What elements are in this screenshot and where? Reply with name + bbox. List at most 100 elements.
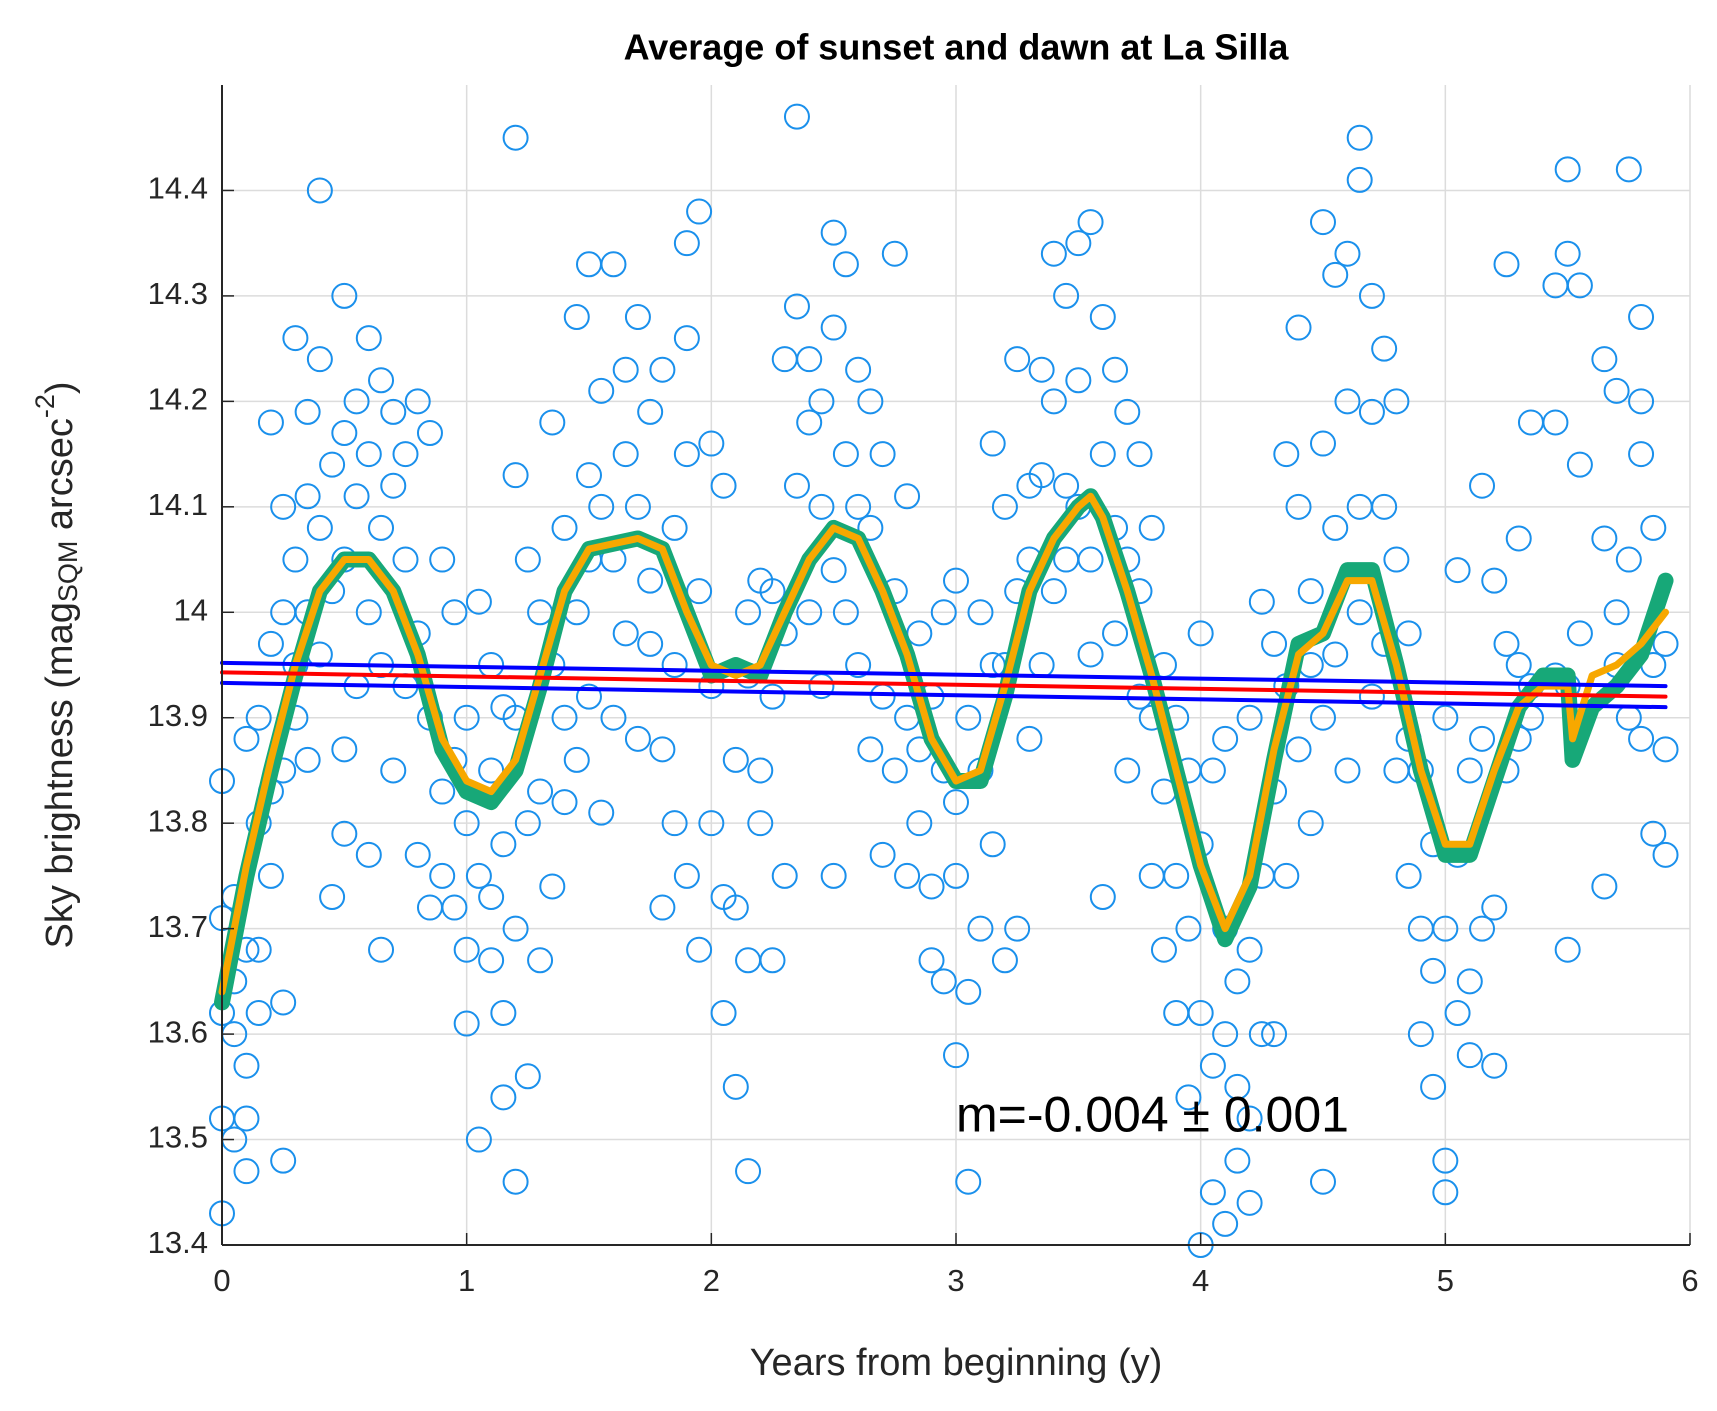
data-point — [576, 683, 602, 710]
y-label-subscript: SQM — [53, 541, 83, 603]
data-point — [1481, 567, 1508, 594]
data-point — [845, 652, 872, 678]
data-point — [1236, 1189, 1263, 1216]
data-point — [465, 862, 492, 889]
data-point — [245, 1000, 272, 1026]
data-point — [270, 989, 297, 1016]
data-point — [1505, 652, 1532, 678]
data-point — [857, 514, 884, 541]
data-point — [1603, 377, 1630, 404]
data-point — [1138, 514, 1165, 541]
data-point — [1040, 240, 1067, 267]
data-point — [1432, 1179, 1459, 1206]
y-tick-label: 14.3 — [148, 276, 208, 311]
data-point — [600, 251, 627, 278]
data-point — [257, 630, 284, 657]
data-point — [832, 251, 859, 278]
data-point — [1322, 261, 1349, 288]
data-point — [894, 862, 921, 889]
data-point — [612, 441, 639, 468]
data-point — [1346, 124, 1373, 151]
data-point — [465, 588, 492, 615]
data-point — [1053, 282, 1080, 309]
data-point — [1628, 388, 1655, 415]
data-point — [845, 493, 872, 520]
data-point — [1212, 725, 1239, 752]
data-point — [233, 1052, 260, 1079]
data-point — [416, 420, 443, 446]
data-point — [1102, 620, 1129, 647]
data-point — [1310, 1168, 1336, 1195]
data-point — [1224, 1147, 1251, 1174]
data-point — [368, 936, 395, 963]
data-point — [673, 230, 700, 257]
data-point — [1493, 630, 1520, 657]
data-point — [453, 936, 480, 963]
line — [220, 670, 1668, 699]
data-point — [245, 936, 272, 963]
data-point — [1273, 441, 1300, 468]
data-point — [502, 462, 529, 489]
data-point — [245, 704, 272, 731]
data-point — [808, 388, 835, 415]
data-point — [1554, 156, 1581, 183]
data-point — [1053, 546, 1080, 573]
data-point — [1469, 472, 1496, 499]
data-point — [796, 346, 823, 373]
y-tick-label: 13.8 — [148, 803, 208, 838]
data-point — [1383, 546, 1410, 573]
data-point — [661, 652, 688, 678]
data-point — [1566, 272, 1593, 299]
data-point — [453, 704, 480, 731]
data-point — [1261, 1021, 1288, 1048]
data-point — [796, 409, 823, 436]
data-point — [270, 493, 297, 520]
data-point — [1248, 588, 1275, 615]
data-point — [1322, 641, 1349, 668]
data-point — [514, 546, 541, 573]
data-point — [991, 947, 1018, 974]
data-point — [1089, 884, 1116, 910]
data-point — [588, 377, 615, 404]
data-point — [930, 599, 957, 626]
data-point — [539, 873, 566, 900]
data-point — [319, 451, 346, 478]
data-point — [1652, 841, 1679, 868]
data-point — [1040, 578, 1067, 605]
data-point — [600, 704, 627, 731]
data-point — [257, 409, 284, 436]
data-point — [478, 947, 505, 974]
data-point — [1236, 704, 1263, 731]
line — [218, 492, 1670, 996]
data-point — [1420, 957, 1447, 984]
data-point — [282, 546, 309, 573]
y-tick-label: 13.9 — [148, 698, 208, 733]
data-point — [1175, 915, 1202, 942]
data-point — [979, 430, 1006, 457]
data-point — [1346, 166, 1373, 193]
data-point — [1114, 757, 1141, 784]
data-point — [429, 778, 456, 805]
data-point — [588, 799, 615, 826]
data-point — [1187, 620, 1214, 647]
data-point — [1016, 725, 1043, 752]
line — [214, 488, 1674, 1011]
x-tick-label: 3 — [947, 1263, 964, 1298]
data-point — [783, 103, 810, 130]
data-point — [416, 894, 443, 921]
y-label-superscript: -2 — [30, 394, 60, 418]
data-point — [967, 599, 994, 626]
data-point — [1493, 251, 1520, 278]
data-point — [1591, 525, 1618, 552]
data-point — [1310, 704, 1336, 731]
data-point — [686, 936, 713, 963]
data-point — [1334, 388, 1361, 415]
data-point — [282, 325, 309, 352]
data-point — [845, 356, 872, 383]
data-point — [1102, 356, 1129, 383]
data-point — [551, 789, 578, 816]
data-point — [1077, 641, 1104, 668]
data-point — [576, 462, 602, 489]
data-point — [1481, 894, 1508, 921]
data-point — [1591, 873, 1618, 900]
